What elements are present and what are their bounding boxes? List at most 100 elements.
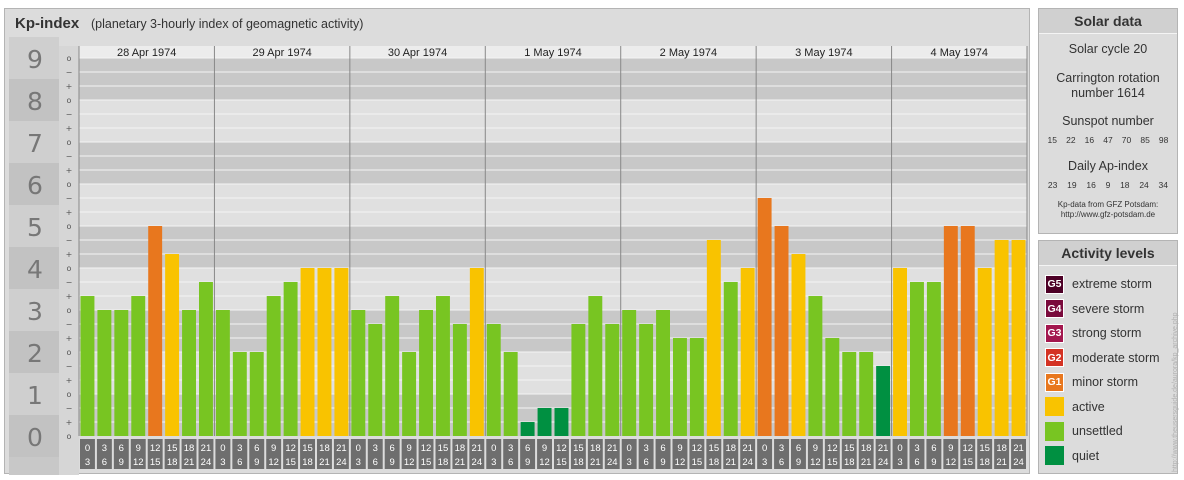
y-tick-label: 7: [27, 129, 43, 158]
y-subtick-label: −: [66, 404, 73, 413]
activity-level-label: active: [1072, 399, 1105, 414]
kp-bar: [334, 268, 349, 436]
hour-end-label: 18: [302, 457, 313, 468]
y-subtick-label: +: [66, 82, 73, 91]
hour-end-label: 24: [742, 457, 753, 468]
kp-bar: [825, 338, 840, 436]
hour-cell: [587, 439, 603, 469]
hour-end-label: 9: [796, 457, 801, 468]
hour-start-label: 21: [472, 443, 483, 454]
kp-bar: [960, 226, 975, 436]
kp-bar: [1011, 239, 1026, 436]
hour-cell: [164, 439, 180, 469]
hour-end-label: 21: [861, 457, 872, 468]
hour-cell: [672, 439, 688, 469]
kp-bar: [199, 281, 213, 436]
hour-cell: [350, 439, 366, 469]
kp-bar: [317, 268, 332, 436]
y-tick-label: 3: [27, 297, 43, 326]
hour-end-label: 15: [556, 457, 567, 468]
hour-end-label: 3: [897, 457, 902, 468]
kp-bar: [977, 268, 992, 436]
ap-value: 34: [1158, 180, 1169, 190]
kp-bar: [385, 296, 400, 436]
hour-start-label: 3: [102, 443, 107, 454]
hour-start-label: 9: [677, 443, 682, 454]
hour-end-label: 12: [268, 457, 279, 468]
kp-bar: [232, 352, 247, 436]
hour-end-label: 21: [455, 457, 466, 468]
y-subtick-label: o: [67, 432, 72, 441]
kp-bar: [605, 323, 620, 436]
chart-title: Kp-index: [15, 15, 80, 32]
hour-start-label: 21: [336, 443, 347, 454]
hour-cell: [232, 439, 248, 469]
credit-line-1: Kp-data from GFZ Potsdam:: [1057, 200, 1159, 209]
kp-bar: [673, 338, 687, 436]
hour-end-label: 21: [319, 457, 330, 468]
carrington-line-2: number 1614: [1071, 86, 1145, 100]
activity-level-swatch: G2: [1045, 348, 1064, 368]
ap-title: Daily Ap-index: [1068, 159, 1148, 173]
hour-end-label: 12: [539, 457, 550, 468]
kp-bar: [994, 239, 1009, 436]
ap-value: 19: [1067, 180, 1077, 190]
kp-bar: [554, 407, 569, 436]
hour-start-label: 21: [607, 443, 618, 454]
hour-start-label: 12: [827, 443, 838, 454]
hour-start-label: 15: [709, 443, 720, 454]
hour-cell: [317, 439, 332, 469]
hour-cell: [283, 439, 299, 469]
y-tick-label: 9: [27, 45, 43, 74]
day-label: 28 Apr 1974: [117, 47, 176, 59]
activity-level-item: G5 extreme storm: [1039, 272, 1177, 297]
ap-value: 24: [1139, 180, 1149, 190]
kp-bar: [436, 296, 450, 436]
source-url: http://www.theusersguide.de/aurora/kp_ar…: [1172, 312, 1179, 472]
kp-bar: [165, 254, 180, 436]
hour-start-label: 6: [660, 443, 665, 454]
hour-end-label: 24: [878, 457, 889, 468]
day-label: 2 May 1974: [660, 47, 717, 59]
hour-end-label: 3: [491, 457, 496, 468]
hour-start-label: 0: [627, 443, 632, 454]
hour-end-label: 12: [404, 457, 415, 468]
hour-end-label: 15: [692, 457, 703, 468]
activity-level-swatch: G1: [1045, 372, 1064, 392]
hour-cell: [638, 439, 654, 469]
hour-start-label: 15: [844, 443, 855, 454]
hour-end-label: 12: [133, 457, 144, 468]
activity-level-label: strong storm: [1072, 326, 1142, 341]
kp-bar: [588, 296, 603, 436]
sunspot-values: 15 22 16 47 70 85 98: [1039, 135, 1177, 145]
y-subtick-label: o: [67, 96, 72, 105]
hour-start-label: 3: [373, 443, 378, 454]
hour-cell: [807, 439, 823, 469]
hour-end-label: 15: [421, 457, 432, 468]
hour-cell: [266, 439, 282, 469]
activity-level-swatch: G4: [1045, 299, 1064, 319]
hour-end-label: 21: [725, 457, 736, 468]
sunspot-value: 47: [1103, 135, 1113, 145]
hour-cell: [96, 439, 112, 469]
hour-cell: [689, 439, 705, 469]
hour-cell: [401, 439, 417, 469]
hour-start-label: 3: [508, 443, 513, 454]
hour-start-label: 12: [150, 443, 161, 454]
kp-bar: [266, 296, 281, 436]
ap-value: 18: [1120, 180, 1130, 190]
activity-level-item: quiet: [1039, 444, 1177, 469]
activity-level-label: moderate storm: [1072, 350, 1160, 365]
hour-end-label: 15: [150, 457, 161, 468]
hour-cell: [80, 439, 95, 469]
day-label: 29 Apr 1974: [252, 47, 311, 59]
hour-cell: [824, 439, 840, 469]
hour-cell: [757, 439, 773, 469]
ap-values: 23 19 16 9 18 24 34: [1039, 180, 1177, 190]
hour-end-label: 9: [254, 457, 259, 468]
hour-cell: [215, 439, 231, 469]
hour-cell: [926, 439, 942, 469]
hour-cell: [520, 439, 536, 469]
hour-start-label: 9: [406, 443, 411, 454]
hour-cell: [977, 439, 993, 469]
